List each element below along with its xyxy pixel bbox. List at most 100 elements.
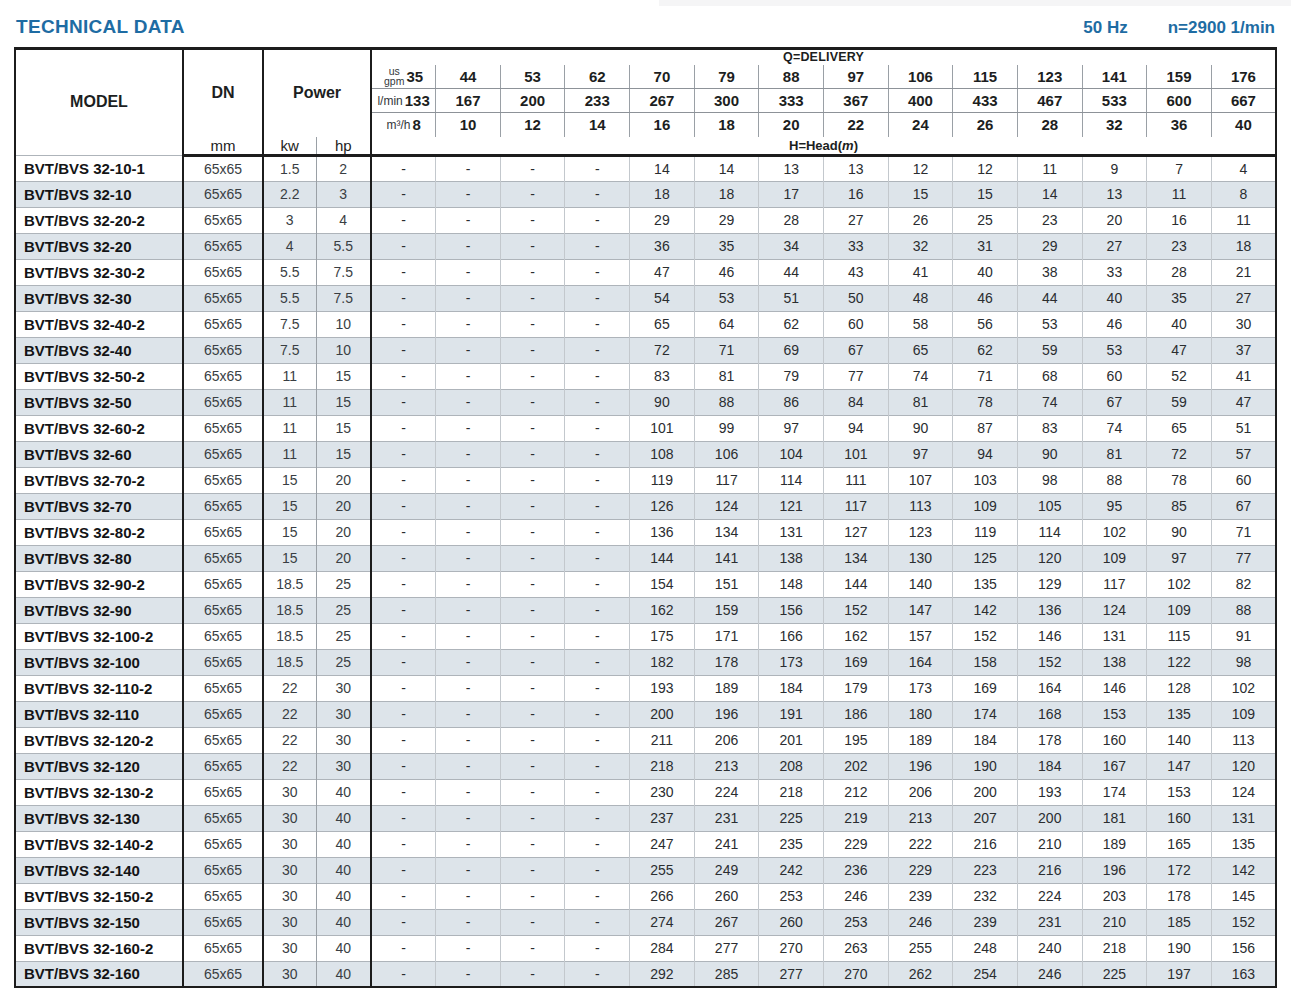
head-cell: 97 — [759, 415, 824, 441]
hp-cell: 20 — [316, 493, 371, 519]
page-top-strip — [659, 0, 1291, 6]
head-cell: - — [371, 519, 436, 545]
head-cell: 223 — [953, 857, 1018, 883]
hp-cell: 7.5 — [316, 285, 371, 311]
dn-cell: 65x65 — [183, 415, 263, 441]
head-cell: 173 — [759, 649, 824, 675]
head-cell: 11 — [1017, 155, 1082, 181]
head-cell: 129 — [1017, 571, 1082, 597]
head-cell: 239 — [888, 883, 953, 909]
flow-value-cell: 141 — [1082, 65, 1147, 89]
head-cell: 224 — [1017, 883, 1082, 909]
head-unit-label: H=Head(m) — [371, 137, 1276, 156]
flow-unit-label: m³/h — [386, 118, 410, 132]
table-row: BVT/BVS 32-8065x651520----14414113813413… — [15, 545, 1276, 571]
head-cell: 51 — [759, 285, 824, 311]
head-cell: 102 — [1211, 675, 1276, 701]
head-cell: 277 — [694, 935, 759, 961]
head-cell: - — [565, 285, 630, 311]
head-cell: - — [565, 857, 630, 883]
head-cell: - — [565, 207, 630, 233]
head-label-unit: m — [842, 138, 854, 153]
head-cell: 15 — [953, 181, 1018, 207]
table-row: BVT/BVS 32-70-265x651520----119117114111… — [15, 467, 1276, 493]
head-cell: 40 — [1147, 311, 1212, 337]
flow-unit-label: us gpm — [384, 66, 404, 86]
model-cell: BVT/BVS 32-100 — [15, 649, 183, 675]
head-cell: 144 — [824, 571, 889, 597]
flow-value-cell: 36 — [1147, 113, 1212, 137]
head-cell: 131 — [1211, 805, 1276, 831]
head-cell: - — [565, 727, 630, 753]
head-cell: - — [371, 753, 436, 779]
head-cell: 90 — [888, 415, 953, 441]
flow-value-cell: 667 — [1211, 89, 1276, 113]
flow-value-cell: 123 — [1017, 65, 1082, 89]
head-cell: 277 — [759, 961, 824, 987]
power-unit-kw-label: kw — [263, 137, 316, 156]
table-row: BVT/BVS 32-90-265x6518.525----1541511481… — [15, 571, 1276, 597]
head-cell: 171 — [694, 623, 759, 649]
head-cell: 77 — [824, 363, 889, 389]
head-cell: 262 — [888, 961, 953, 987]
model-cell: BVT/BVS 32-10-1 — [15, 155, 183, 181]
model-cell: BVT/BVS 32-130-2 — [15, 779, 183, 805]
head-label-prefix: H=Head( — [789, 138, 842, 153]
head-cell: 174 — [1082, 779, 1147, 805]
kw-cell: 30 — [263, 805, 316, 831]
head-cell: 83 — [630, 363, 695, 389]
head-cell: 53 — [1082, 337, 1147, 363]
head-cell: - — [500, 779, 565, 805]
dn-cell: 65x65 — [183, 623, 263, 649]
head-cell: - — [371, 675, 436, 701]
hp-cell: 40 — [316, 909, 371, 935]
head-cell: 11 — [1211, 207, 1276, 233]
head-cell: - — [436, 597, 501, 623]
head-cell: - — [500, 233, 565, 259]
model-cell: BVT/BVS 32-60 — [15, 441, 183, 467]
head-cell: - — [371, 415, 436, 441]
head-cell: 141 — [694, 545, 759, 571]
head-cell: 113 — [1211, 727, 1276, 753]
head-cell: - — [436, 909, 501, 935]
technical-data-table-wrap: MODEL DN Power Q=DELIVERY us gpm35445362… — [14, 47, 1277, 988]
flow-value-cell: 97 — [824, 65, 889, 89]
head-cell: - — [500, 493, 565, 519]
head-cell: 53 — [694, 285, 759, 311]
head-cell: 229 — [888, 857, 953, 883]
head-cell: - — [436, 701, 501, 727]
head-cell: - — [500, 415, 565, 441]
head-cell: 160 — [1147, 805, 1212, 831]
head-cell: 46 — [1082, 311, 1147, 337]
head-cell: 67 — [1082, 389, 1147, 415]
head-cell: 7 — [1147, 155, 1212, 181]
head-cell: 212 — [824, 779, 889, 805]
kw-cell: 18.5 — [263, 623, 316, 649]
head-cell: 153 — [1147, 779, 1212, 805]
head-cell: 105 — [1017, 493, 1082, 519]
head-cell: - — [371, 779, 436, 805]
head-cell: 135 — [1211, 831, 1276, 857]
head-cell: - — [371, 493, 436, 519]
dn-cell: 65x65 — [183, 441, 263, 467]
head-cell: - — [500, 727, 565, 753]
head-cell: 179 — [824, 675, 889, 701]
frequency-value: 50 Hz — [1083, 18, 1127, 38]
hp-cell: 15 — [316, 441, 371, 467]
head-cell: 145 — [1211, 883, 1276, 909]
hp-cell: 7.5 — [316, 259, 371, 285]
head-cell: 260 — [759, 909, 824, 935]
head-cell: 180 — [888, 701, 953, 727]
head-cell: 154 — [630, 571, 695, 597]
head-cell: 109 — [953, 493, 1018, 519]
dn-cell: 65x65 — [183, 909, 263, 935]
dn-cell: 65x65 — [183, 675, 263, 701]
table-row: BVT/BVS 32-6065x651115----10810610410197… — [15, 441, 1276, 467]
head-cell: 172 — [1147, 857, 1212, 883]
head-cell: 109 — [1147, 597, 1212, 623]
head-cell: 21 — [1211, 259, 1276, 285]
hp-cell: 15 — [316, 363, 371, 389]
hp-cell: 3 — [316, 181, 371, 207]
head-cell: 270 — [824, 961, 889, 987]
hp-cell: 30 — [316, 753, 371, 779]
